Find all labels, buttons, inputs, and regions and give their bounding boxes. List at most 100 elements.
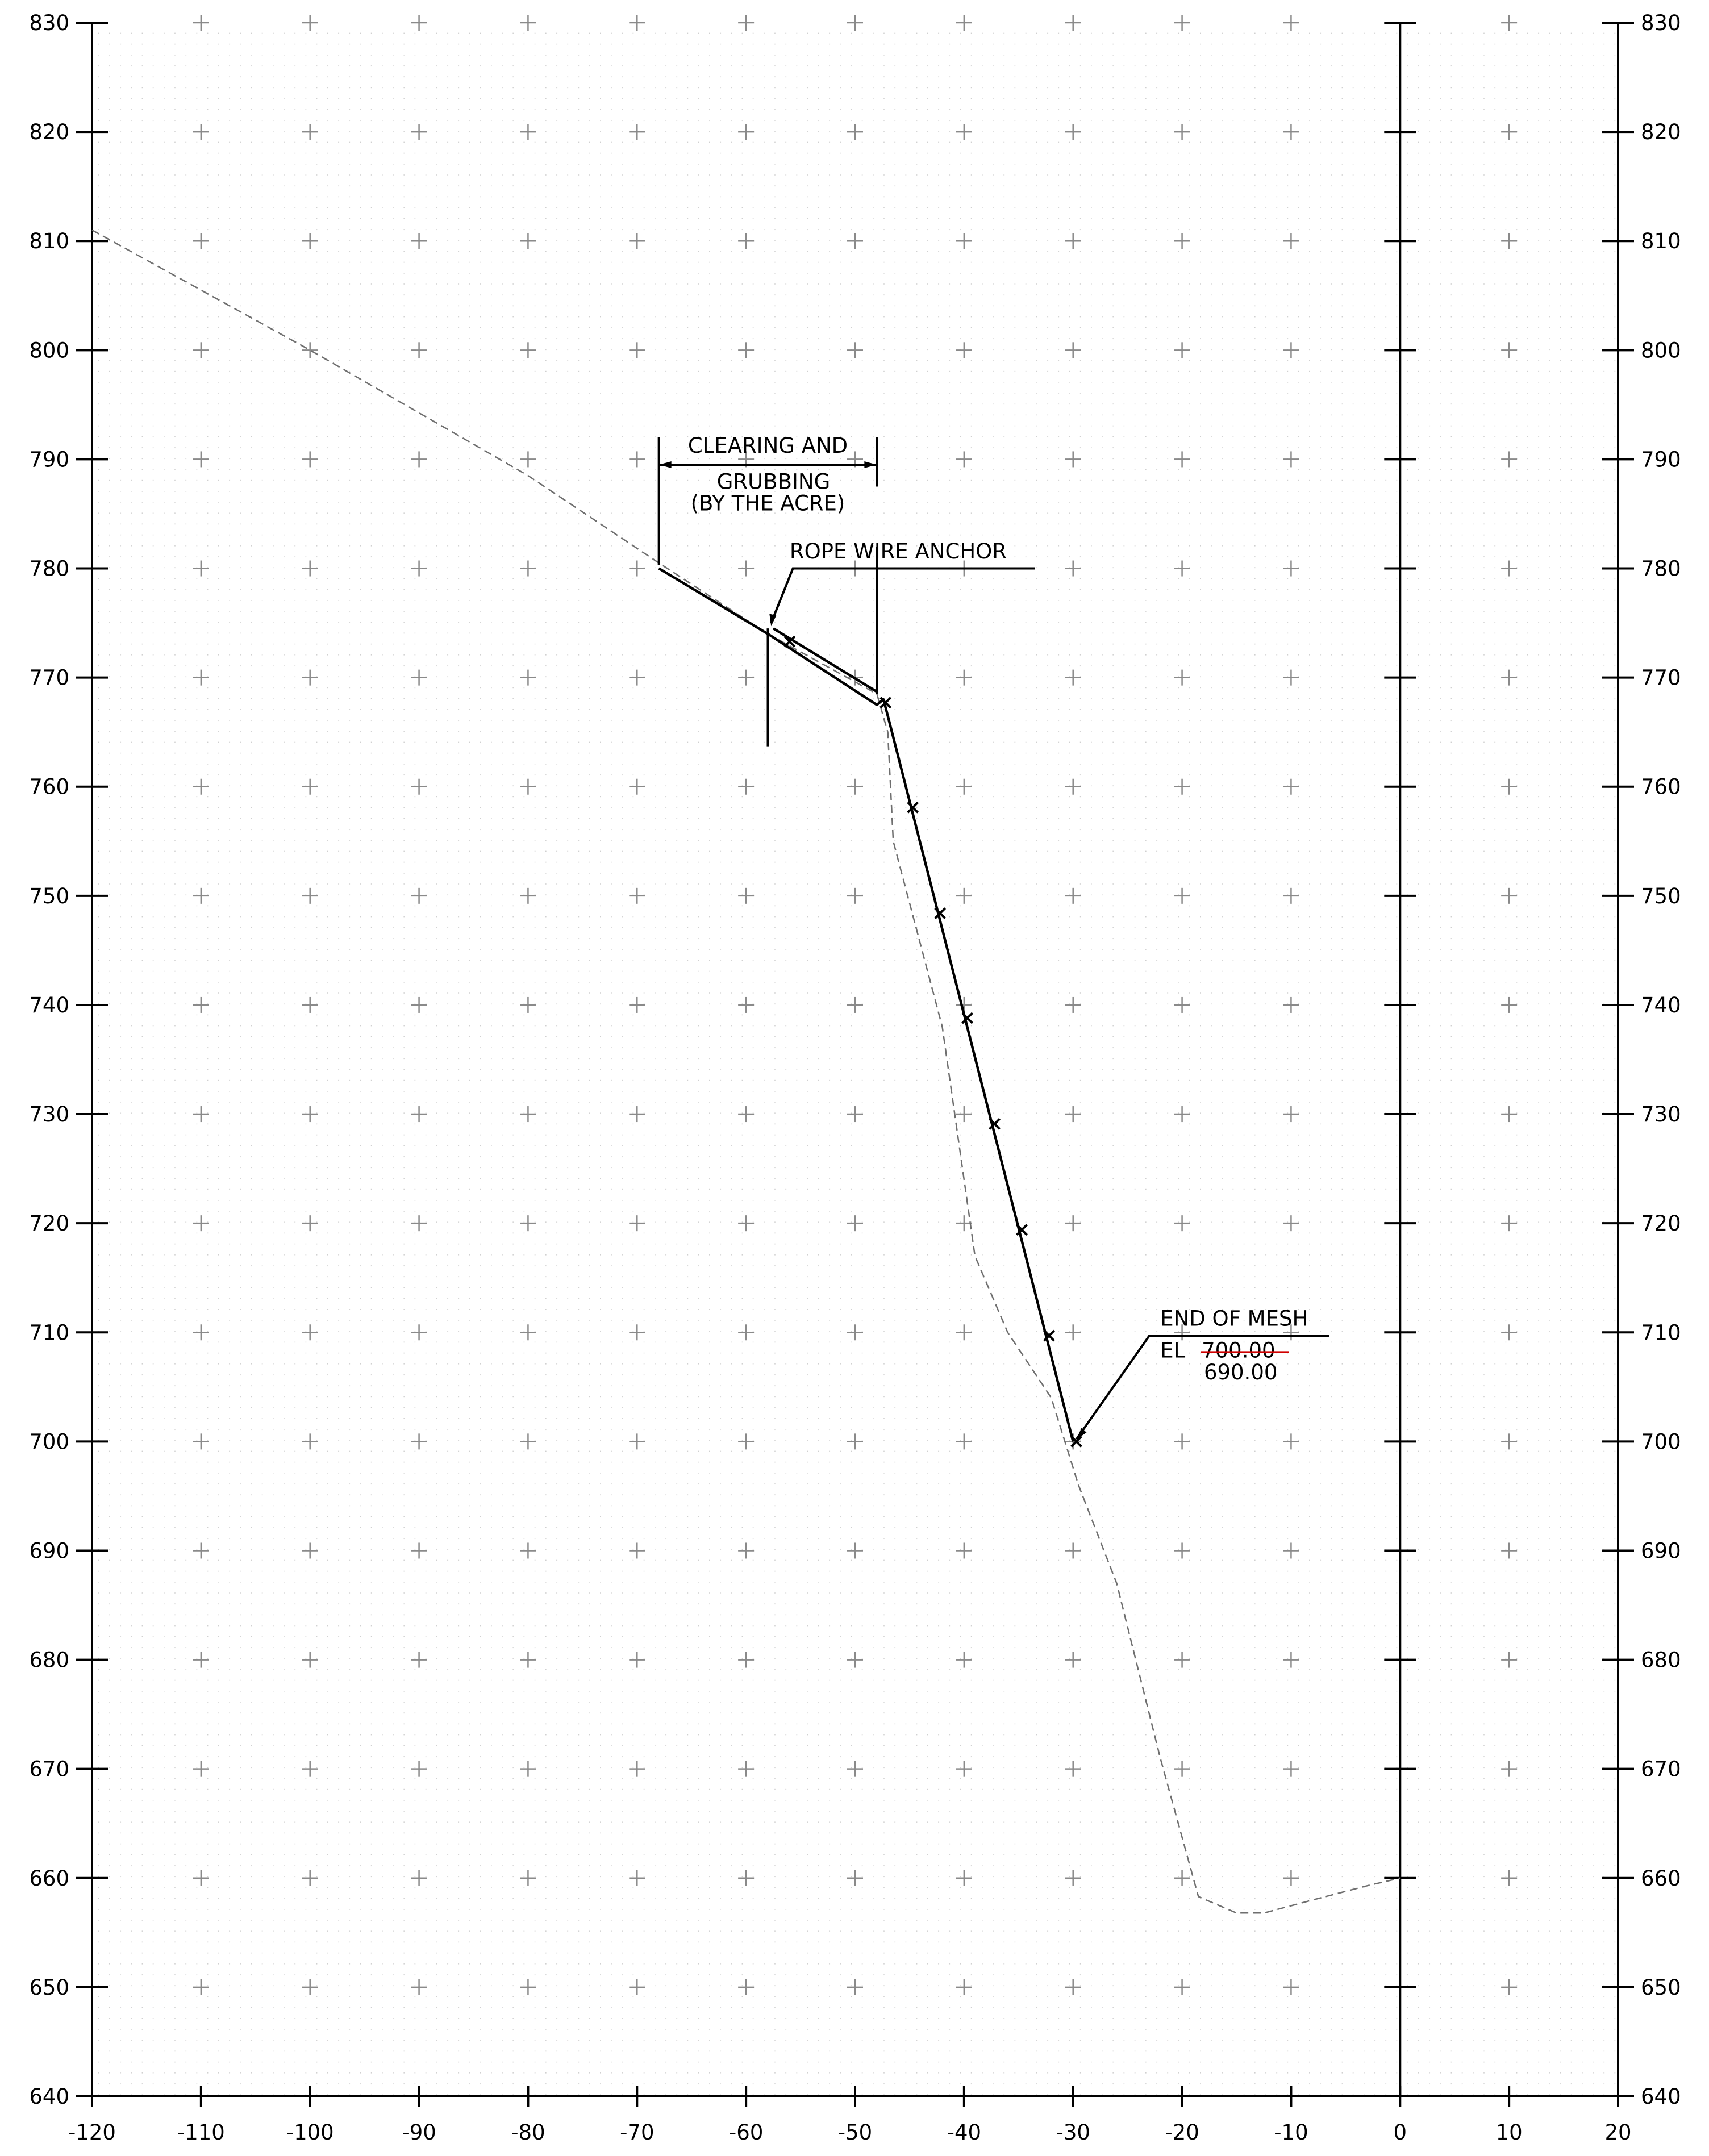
end-of-mesh-leader [1075,1335,1329,1440]
mesh-marker-stroke-b [907,801,919,814]
y-tick-label-right: 660 [1641,1866,1681,1891]
elevation-new-value: 690.00 [1204,1360,1277,1384]
x-tick-label: -80 [511,2120,545,2145]
existing-ground-line [91,229,1400,1914]
y-tick-label-right: 710 [1641,1320,1681,1345]
x-tick-label: 20 [1604,2120,1631,2145]
proposed-mesh-line-2 [772,627,878,693]
y-tick-label-left: 700 [29,1429,69,1454]
rope-anchor-annotation: ROPE WIRE ANCHOR [766,539,1035,747]
mesh-markers [783,635,1082,1448]
x-axis-ticks: -120 -110 -100 -90 -80 -70 -60 -50 -40 -30 -20 -10 0… [68,2086,1632,2145]
y-tick-label-left: 820 [29,120,69,144]
y-tick-label-left: 660 [29,1866,69,1891]
profile-lines [91,229,1400,1914]
mesh-marker [961,1012,974,1024]
y-tick-label-right: 640 [1641,2084,1681,2109]
mesh-marker [989,1117,1001,1130]
x-tick-label: -90 [402,2120,436,2145]
x-tick-label: 0 [1394,2120,1407,2145]
y-tick-label-left: 710 [29,1320,69,1345]
mesh-marker-stroke-b [934,907,947,919]
x-tick-label: -40 [947,2120,981,2145]
centerline [1384,22,1416,2097]
x-tick-label: -30 [1056,2120,1090,2145]
y-tick-label-right: 700 [1641,1429,1681,1454]
mesh-marker [1070,1435,1082,1448]
y-tick-label-right: 800 [1641,338,1681,362]
mesh-marker-stroke-b [783,635,796,648]
x-tick-label: 10 [1496,2120,1523,2145]
end-of-mesh-annotation: END OF MESH EL 700.00 690.00 [1075,1307,1329,1440]
rope-anchor-arrowhead [769,614,777,627]
y-tick-label-right: 750 [1641,884,1681,908]
y-tick-label-left: 760 [29,775,69,799]
y-tick-label-left: 670 [29,1757,69,1782]
y-tick-label-left: 780 [29,557,69,581]
x-tick-label: -110 [177,2120,225,2145]
mesh-marker-stroke-b [1016,1224,1028,1236]
grid-crosses [193,15,1518,1995]
clearing-grubbing-annotation: CLEARING AND GRUBBING (BY THE ACRE) [657,433,878,694]
y-tick-label-right: 740 [1641,993,1681,1017]
y-tick-label-left: 830 [29,11,69,35]
mesh-marker [1016,1224,1028,1236]
end-of-mesh-arrowhead [1076,1428,1087,1440]
y-tick-label-right: 680 [1641,1648,1681,1673]
mesh-marker [1043,1329,1055,1342]
y-tick-label-right: 690 [1641,1538,1681,1563]
y-tick-label-right: 830 [1641,11,1681,35]
mesh-marker [934,907,947,919]
x-tick-label: -50 [838,2120,872,2145]
x-tick-label: -20 [1165,2120,1199,2145]
mesh-marker [879,697,892,709]
y-tick-label-left: 720 [29,1211,69,1236]
clearing-label-line2: GRUBBING [717,469,831,494]
y-tick-label-right: 720 [1641,1211,1681,1236]
y-tick-label-right: 730 [1641,1102,1681,1127]
y-tick-label-left: 730 [29,1102,69,1127]
y-tick-label-right: 670 [1641,1757,1681,1782]
clearing-arrow-left [658,461,672,469]
y-axis-right-ticks: 640 650 660 670 680 690 700 710 720 730 740 750 760 7… [1602,11,1681,2109]
y-tick-label-left: 750 [29,884,69,908]
elevation-prefix: EL [1160,1338,1185,1362]
y-tick-label-left: 650 [29,1975,69,2000]
mesh-marker-stroke-b [1070,1435,1082,1448]
mesh-marker-stroke-b [989,1117,1001,1130]
clearing-label-line1: CLEARING AND [688,433,848,458]
y-tick-label-left: 640 [29,2084,69,2109]
mesh-marker [907,801,919,814]
y-tick-label-right: 790 [1641,447,1681,472]
y-tick-label-left: 810 [29,229,69,253]
y-tick-label-left: 680 [29,1648,69,1673]
mesh-marker-stroke-b [1043,1329,1055,1342]
y-tick-label-right: 780 [1641,557,1681,581]
proposed-mesh-line-1 [658,567,1074,1442]
plot-dot-grid [92,23,1618,2096]
y-axis-left-ticks: 640 650 660 670 680 690 700 710 720 730 740 750 760 7… [29,11,108,2109]
y-tick-label-left: 790 [29,447,69,472]
x-tick-label: -10 [1274,2120,1308,2145]
y-tick-label-right: 810 [1641,229,1681,253]
elevation-old-value: 700.00 [1202,1338,1275,1362]
y-tick-label-left: 770 [29,666,69,690]
y-tick-label-left: 800 [29,338,69,362]
end-of-mesh-label: END OF MESH [1160,1307,1308,1331]
y-tick-label-right: 650 [1641,1975,1681,2000]
y-tick-label-right: 770 [1641,666,1681,690]
y-tick-label-left: 740 [29,993,69,1017]
y-tick-label-right: 820 [1641,120,1681,144]
mesh-marker [783,635,796,648]
mesh-marker-stroke-b [879,697,892,709]
y-tick-label-left: 690 [29,1538,69,1563]
rope-anchor-leader [770,567,1035,624]
x-tick-label: -70 [620,2120,654,2145]
x-tick-label: -60 [729,2120,763,2145]
x-tick-label: -100 [286,2120,334,2145]
x-tick-label: -120 [68,2120,116,2145]
mesh-marker-stroke-b [961,1012,974,1024]
rope-anchor-label: ROPE WIRE ANCHOR [790,539,1007,564]
clearing-arrow-right [864,461,877,469]
